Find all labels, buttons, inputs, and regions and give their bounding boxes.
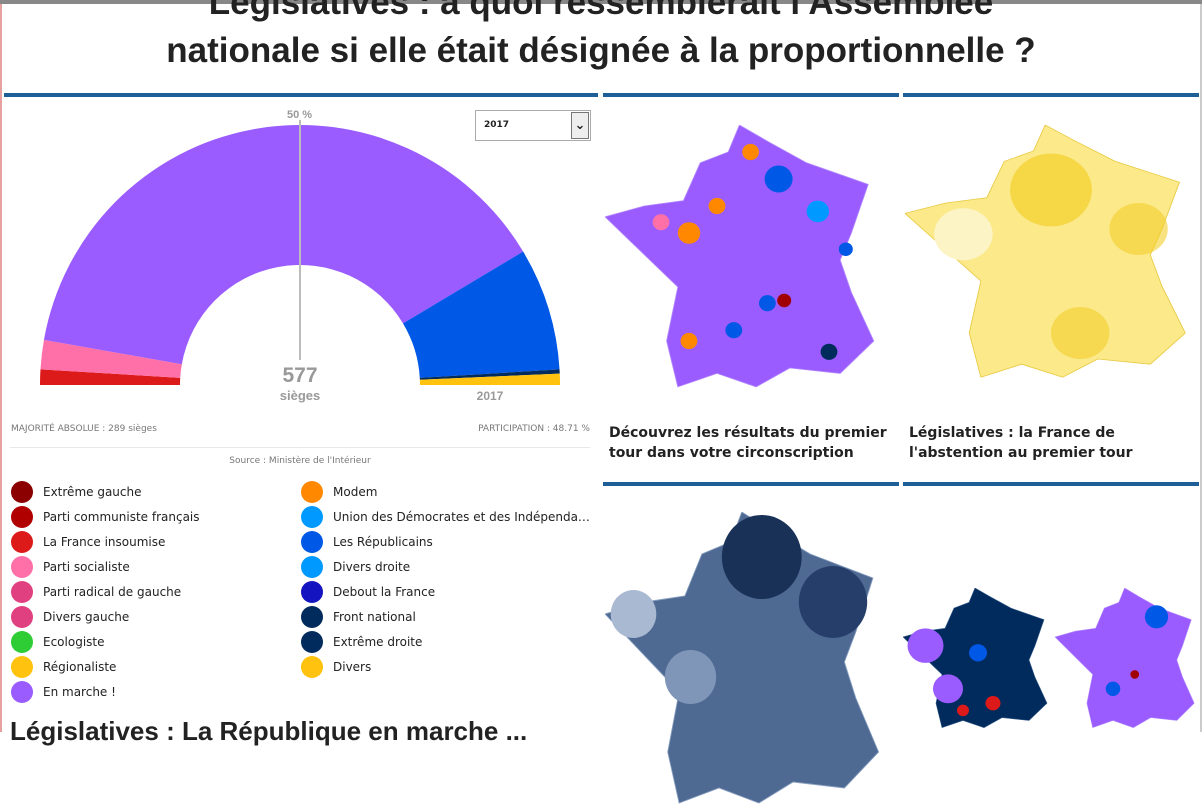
card-caption-abstention[interactable]: Législatives : la France de l'abstention … [909, 425, 1133, 461]
legend-label: Debout la France [333, 584, 436, 599]
legend-swatch [11, 655, 33, 678]
legend-item: Extrême droite [301, 629, 422, 654]
page-title-line1: Législatives : à quoi ressemblerait l'As… [208, 0, 994, 22]
hemicycle-segment-5[interactable] [419, 373, 560, 385]
window-top-border [0, 0, 1202, 4]
legend-item: Parti socialiste [11, 554, 130, 579]
legend-label: Modem [333, 484, 378, 499]
legend-label: Les Républicains [333, 534, 433, 549]
legend-swatch [301, 605, 323, 628]
legend-label: Parti communiste français [43, 509, 200, 524]
map-blue-shades[interactable] [605, 512, 890, 812]
legend-item: Modem [301, 479, 377, 504]
legend-label: Régionaliste [43, 659, 117, 674]
majority-text: MAJORITÉ ABSOLUE : 289 sièges [11, 424, 157, 434]
page-title-line2: nationale si elle était désignée à la pr… [166, 31, 1036, 70]
card-divider [603, 93, 899, 97]
legend-item: Union des Démocrates et des Indépenda… [301, 504, 590, 529]
legend-item: Ecologiste [11, 629, 105, 654]
legend-item: Extrême gauche [11, 479, 142, 504]
majority-marker-label: 50 % [287, 109, 313, 121]
legend-item: Debout la France [301, 579, 435, 604]
section-divider [4, 93, 598, 97]
legend-swatch [11, 505, 33, 528]
hemicycle-segment-1[interactable] [40, 339, 182, 378]
legend-item: La France insoumise [11, 529, 165, 554]
left-border [0, 4, 2, 732]
hemicycle-segment-0[interactable] [40, 369, 181, 385]
legend-label: Front national [333, 609, 416, 624]
year-label: 2017 [476, 389, 504, 403]
legend-item: Les Républicains [301, 529, 433, 554]
map-small-right[interactable] [1055, 588, 1200, 732]
legend-item: Divers gauche [11, 604, 129, 629]
legend-label: Parti radical de gauche [43, 584, 182, 599]
divider [10, 447, 590, 448]
hemicycle-segment-2[interactable] [43, 125, 524, 365]
legend-item: Parti communiste français [11, 504, 200, 529]
legend-swatch [11, 530, 33, 553]
legend-item: Régionaliste [11, 654, 116, 679]
legend-swatch [11, 680, 33, 703]
legend-item: En marche ! [11, 679, 116, 704]
card-divider [903, 482, 1199, 486]
hemicycle-segment-3[interactable] [402, 251, 560, 378]
card-divider [603, 482, 899, 486]
total-seats: 577 [282, 364, 318, 387]
legend-label: Divers droite [333, 559, 411, 574]
legend-item: Divers droite [301, 554, 410, 579]
hemicycle-chart [40, 120, 560, 385]
legend-swatch [11, 480, 33, 503]
source-text: Source : Ministère de l'Intérieur [229, 456, 371, 466]
card-caption-results[interactable]: Découvrez les résultats du premier tour d… [609, 425, 887, 461]
legend-swatch [11, 580, 33, 603]
legend-label: Extrême droite [333, 634, 423, 649]
chevron-down-icon[interactable]: ⌄ [571, 112, 589, 139]
legend-item: Divers [301, 654, 371, 679]
legend-swatch [301, 480, 323, 503]
year-select-value: 2017 [484, 120, 510, 130]
scrollbar[interactable] [1200, 4, 1202, 732]
legend-swatch [301, 555, 323, 578]
legend-label: La France insoumise [43, 534, 166, 549]
legend-label: Extrême gauche [43, 484, 142, 499]
map-first-round-results[interactable] [605, 125, 885, 395]
map-abstention[interactable] [905, 125, 1197, 385]
legend-swatch [301, 655, 323, 678]
participation-text: PARTICIPATION : 48.71 % [478, 424, 590, 434]
legend-swatch [301, 580, 323, 603]
legend-label: Divers [333, 659, 372, 674]
legend-label: En marche ! [43, 684, 116, 699]
legend-item: Front national [301, 604, 416, 629]
card-divider [903, 93, 1199, 97]
legend-label: Ecologiste [43, 634, 105, 649]
legend-swatch [11, 630, 33, 653]
legend-swatch [301, 505, 323, 528]
legend-label: Parti socialiste [43, 559, 130, 574]
legend-swatch [11, 605, 33, 628]
year-select[interactable]: 2017 ⌄ [475, 110, 591, 141]
map-small-left[interactable] [903, 588, 1053, 732]
legend-label: Divers gauche [43, 609, 130, 624]
legend-label: Union des Démocrates et des Indépenda… [333, 509, 590, 524]
seats-label: sièges [279, 388, 321, 403]
legend-swatch [301, 630, 323, 653]
hemicycle-segment-4[interactable] [419, 369, 560, 380]
legend-swatch [11, 555, 33, 578]
legend-item: Parti radical de gauche [11, 579, 181, 604]
legend-swatch [301, 530, 323, 553]
